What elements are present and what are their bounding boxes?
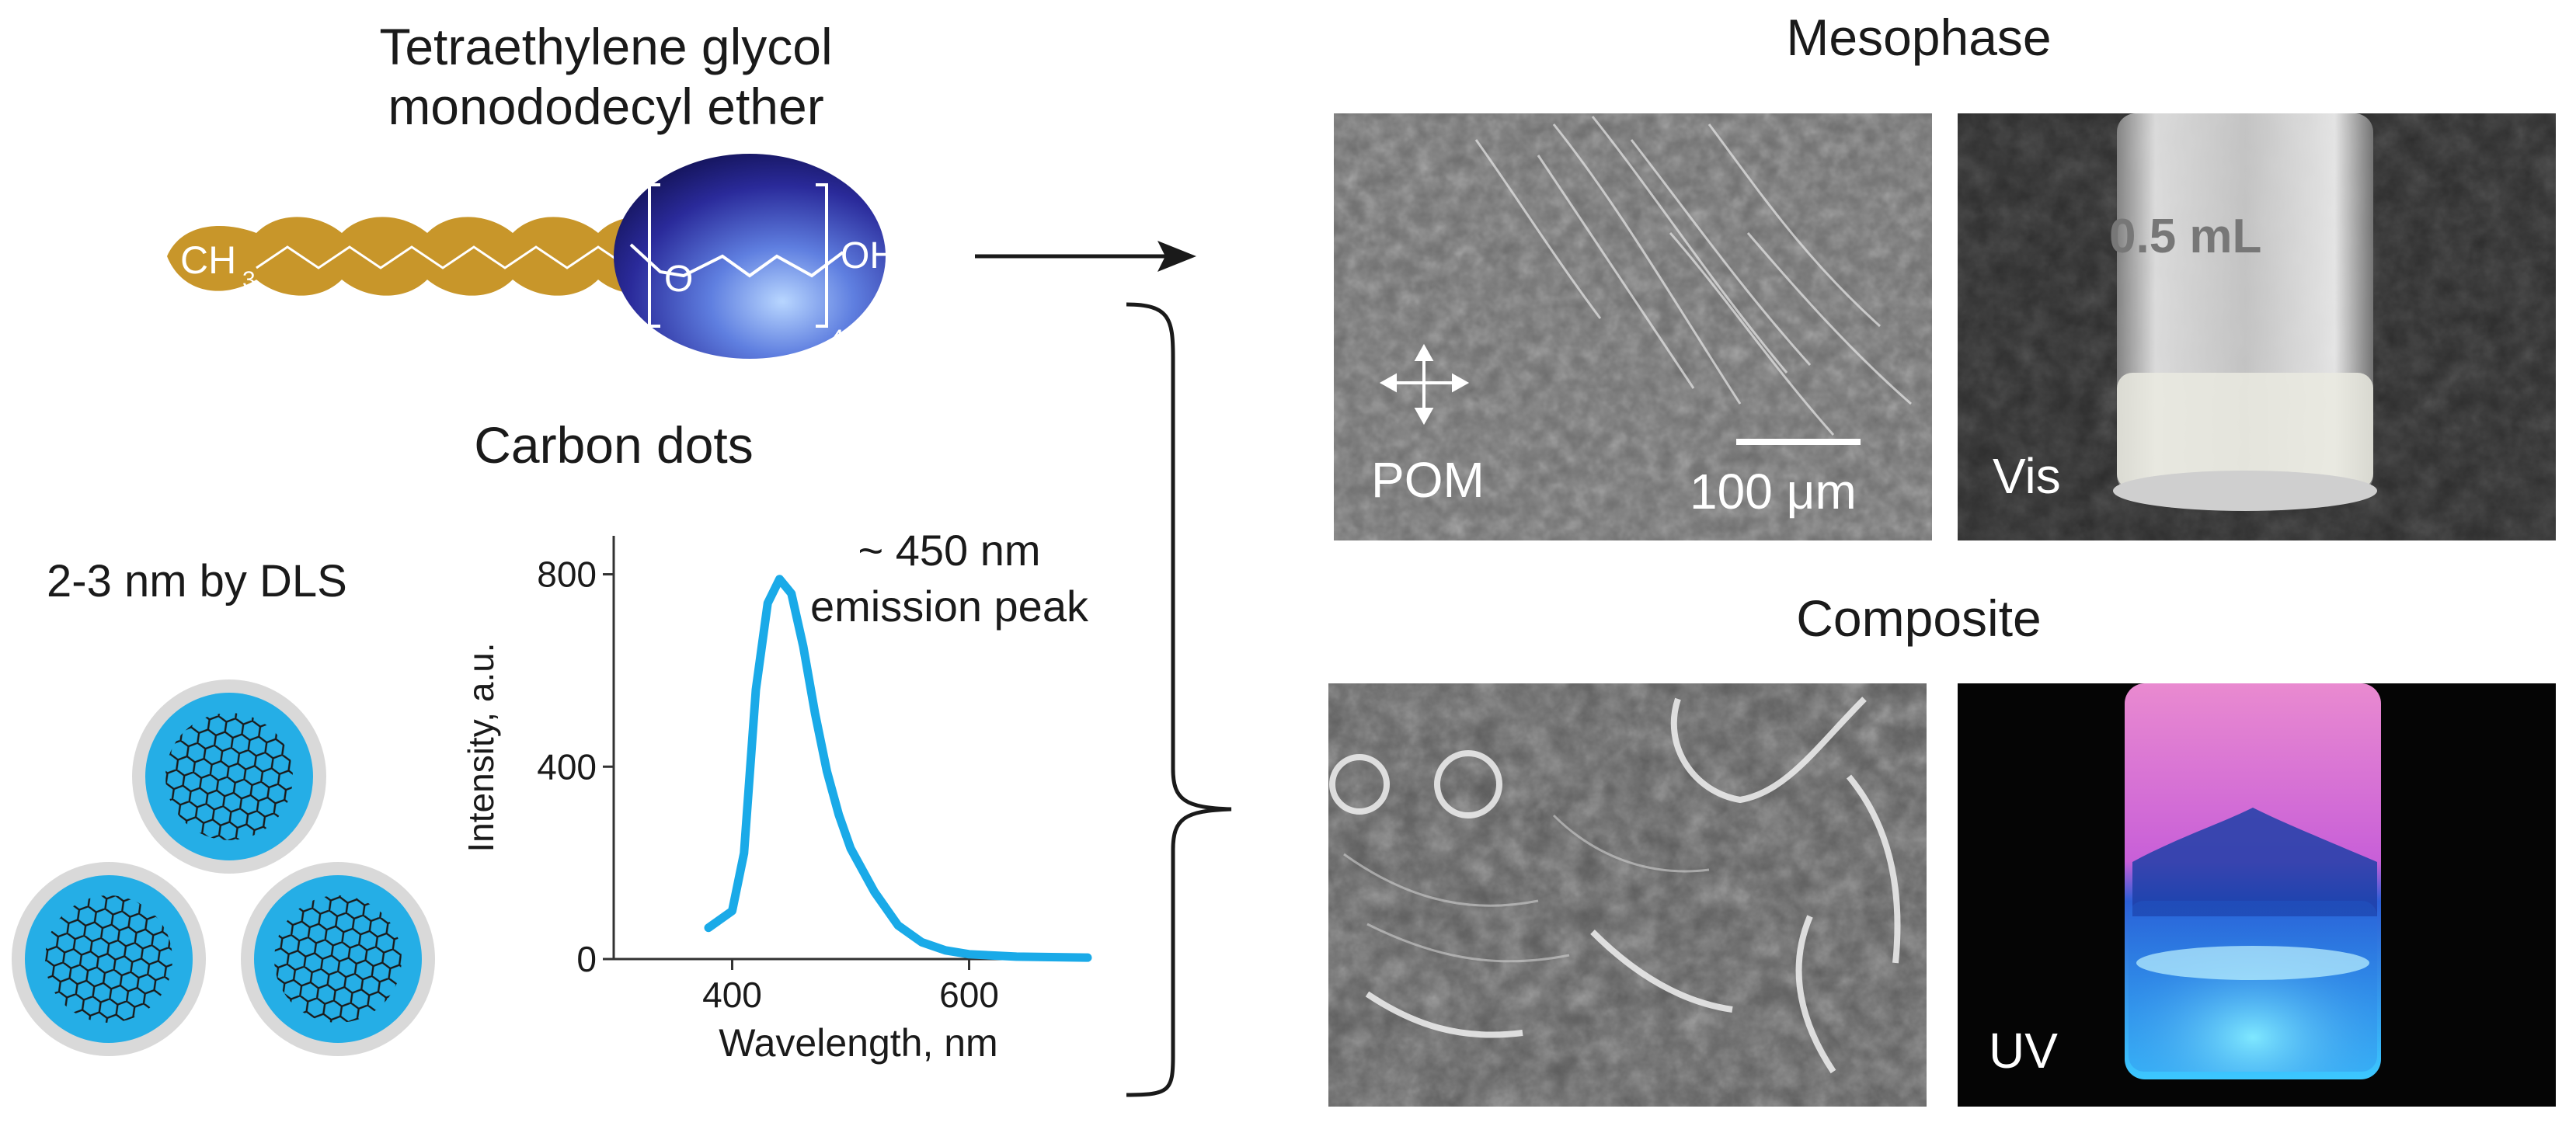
alkyl-chain-zigzag bbox=[256, 245, 630, 269]
carbon-dot-top bbox=[132, 679, 326, 874]
x-axis-label: Wavelength, nm bbox=[719, 1021, 997, 1065]
vial-volume-marking: 0.5 mL bbox=[2109, 210, 2261, 263]
repeat-count-label: 4 bbox=[830, 325, 844, 354]
carbon-dots-title: Carbon dots bbox=[474, 416, 754, 474]
uv-vial-image bbox=[1958, 683, 2556, 1107]
pom-mesophase-image bbox=[1334, 113, 1932, 540]
surfactant-name-line1: Tetraethylene glycol bbox=[379, 18, 833, 75]
mesophase-title: Mesophase bbox=[1786, 9, 2052, 66]
repeat-bracket-left bbox=[648, 183, 660, 328]
methyl-label: CH bbox=[180, 238, 236, 282]
y-axis-label: Intensity, a.u. bbox=[461, 642, 501, 852]
ethoxy-bonds bbox=[629, 243, 844, 278]
vis-vial-image bbox=[1958, 113, 2556, 540]
x-tick-label: 400 bbox=[702, 975, 762, 1015]
surfactant-name: Tetraethylene glycol monododecyl ether bbox=[334, 17, 878, 136]
surfactant-molecule bbox=[167, 154, 886, 359]
y-tick-label: 800 bbox=[537, 554, 597, 595]
y-tick-label: 400 bbox=[537, 746, 597, 787]
surfactant-name-line2: monododecyl ether bbox=[388, 77, 824, 135]
uv-label: UV bbox=[1989, 1023, 2058, 1079]
emission-chart: 400 600 0 400 800 Wavelength, nm Intensity, a.… bbox=[461, 526, 1092, 1065]
crossed-polarizer-icon bbox=[1379, 343, 1470, 426]
vis-label: Vis bbox=[1993, 448, 2061, 504]
oxygen-label: O bbox=[664, 259, 693, 300]
peak-annotation-line2: emission peak bbox=[810, 582, 1089, 631]
hydrophilic-head bbox=[614, 154, 886, 359]
repeat-bracket-right bbox=[816, 183, 828, 328]
pom-composite-image bbox=[1328, 683, 1927, 1107]
scale-bar-label: 100 μm bbox=[1690, 464, 1857, 520]
carbon-dot-bottom-right bbox=[241, 862, 435, 1056]
methyl-subscript: 3 bbox=[242, 267, 256, 293]
pom-label: POM bbox=[1371, 452, 1485, 508]
x-tick-label: 600 bbox=[939, 975, 999, 1015]
composite-title: Composite bbox=[1796, 589, 2042, 647]
hydroxyl-label: OH bbox=[841, 235, 896, 276]
peak-annotation-line1: ~ 450 nm bbox=[858, 526, 1040, 575]
emission-spectrum-line bbox=[704, 575, 1092, 962]
carbon-dot-bottom-left bbox=[12, 862, 206, 1056]
dls-size-label: 2-3 nm by DLS bbox=[47, 556, 347, 606]
y-tick-label: 0 bbox=[576, 939, 597, 979]
scale-bar bbox=[1736, 439, 1861, 445]
reaction-arrow bbox=[975, 241, 1196, 272]
grouping-brace bbox=[1126, 302, 1232, 1097]
